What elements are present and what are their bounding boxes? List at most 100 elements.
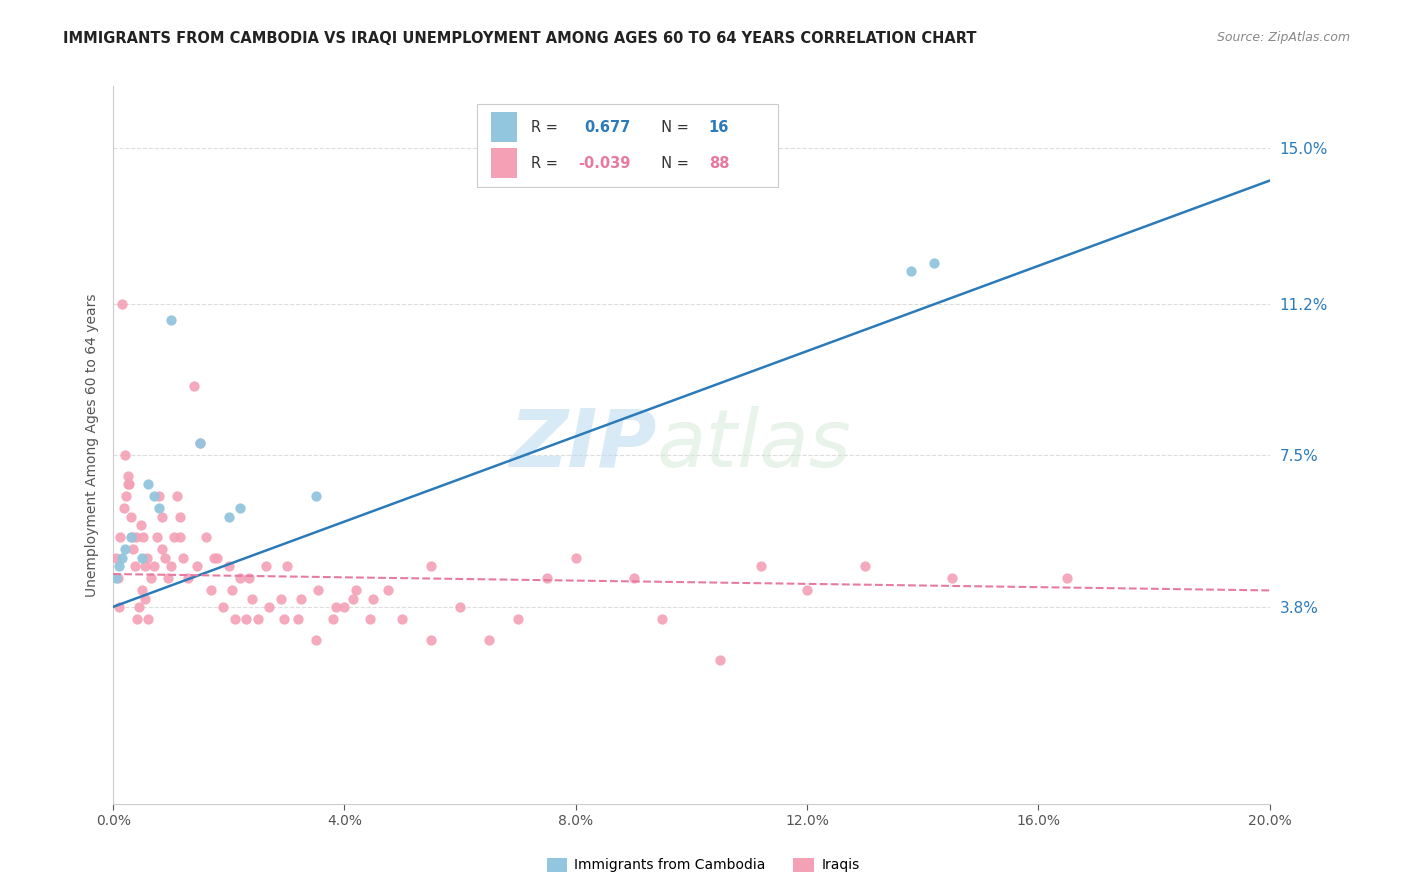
Point [108, 599, 131, 614]
Point [121, 530, 143, 544]
Point [142, 489, 165, 503]
Point [169, 530, 191, 544]
Point [287, 612, 309, 626]
Text: ZIP: ZIP [509, 406, 657, 484]
Point [536, 571, 558, 585]
Point [112, 501, 135, 516]
Point [150, 509, 173, 524]
Point [139, 571, 162, 585]
Point [254, 558, 277, 573]
Point [132, 530, 155, 544]
Point [207, 550, 229, 565]
Point [941, 571, 963, 585]
Point [145, 530, 167, 544]
Text: R =: R = [530, 120, 567, 135]
Point [120, 530, 142, 544]
Point [186, 558, 208, 573]
Point [651, 612, 673, 626]
Point [129, 517, 152, 532]
Point [114, 448, 136, 462]
Point [363, 591, 385, 606]
Text: 0.677: 0.677 [583, 120, 630, 135]
Bar [491, 148, 517, 178]
Point [623, 571, 645, 585]
Point [202, 550, 225, 565]
Point [270, 591, 292, 606]
Point [111, 296, 134, 310]
Point [218, 509, 240, 524]
Point [420, 632, 443, 647]
Point [169, 509, 191, 524]
Point [157, 571, 180, 585]
Point [108, 558, 131, 573]
Text: R =: R = [530, 155, 562, 170]
Point [304, 632, 326, 647]
Point [259, 599, 281, 614]
Point [117, 468, 139, 483]
Text: Source: ZipAtlas.com: Source: ZipAtlas.com [1216, 31, 1350, 45]
Point [172, 550, 194, 565]
Point [1056, 571, 1078, 585]
Point [240, 591, 263, 606]
Point [134, 558, 156, 573]
Point [127, 612, 149, 626]
Point [565, 550, 588, 565]
Point [344, 583, 367, 598]
Text: -0.039: -0.039 [578, 155, 630, 170]
Text: IMMIGRANTS FROM CAMBODIA VS IRAQI UNEMPLOYMENT AMONG AGES 60 TO 64 YEARS CORRELA: IMMIGRANTS FROM CAMBODIA VS IRAQI UNEMPL… [63, 31, 977, 46]
Point [360, 612, 382, 626]
Point [118, 476, 141, 491]
Point [160, 313, 183, 327]
Point [229, 501, 252, 516]
Point [124, 558, 146, 573]
Text: N =: N = [652, 120, 693, 135]
Point [853, 558, 876, 573]
Point [342, 591, 364, 606]
Point [796, 583, 818, 598]
Point [212, 599, 235, 614]
Point [922, 255, 945, 269]
Point [322, 612, 344, 626]
Point [276, 558, 298, 573]
Point [377, 583, 399, 598]
Point [148, 489, 170, 503]
Point [506, 612, 529, 626]
Point [218, 558, 240, 573]
Point [107, 571, 129, 585]
Point [105, 571, 128, 585]
Point [188, 436, 211, 450]
Legend: Immigrants from Cambodia, Iraqis: Immigrants from Cambodia, Iraqis [541, 852, 865, 878]
Point [163, 530, 186, 544]
Text: 88: 88 [709, 155, 730, 170]
Point [420, 558, 443, 573]
Text: 16: 16 [709, 120, 730, 135]
Point [125, 530, 148, 544]
Point [155, 550, 177, 565]
Point [108, 530, 131, 544]
Point [150, 542, 173, 557]
Text: atlas: atlas [657, 406, 852, 484]
Point [120, 509, 142, 524]
Point [131, 583, 153, 598]
Point [136, 612, 159, 626]
Point [900, 264, 922, 278]
Point [238, 571, 260, 585]
Point [709, 653, 731, 667]
Point [122, 542, 145, 557]
Point [229, 571, 252, 585]
Y-axis label: Unemployment Among Ages 60 to 64 years: Unemployment Among Ages 60 to 64 years [86, 293, 100, 597]
Point [235, 612, 257, 626]
Point [333, 599, 356, 614]
Point [166, 489, 188, 503]
Point [307, 583, 329, 598]
Point [188, 436, 211, 450]
Point [325, 599, 347, 614]
Point [128, 599, 150, 614]
Point [304, 489, 326, 503]
Point [117, 476, 139, 491]
Point [135, 550, 157, 565]
Point [246, 612, 269, 626]
Point [115, 489, 138, 503]
Point [160, 558, 183, 573]
Point [221, 583, 243, 598]
